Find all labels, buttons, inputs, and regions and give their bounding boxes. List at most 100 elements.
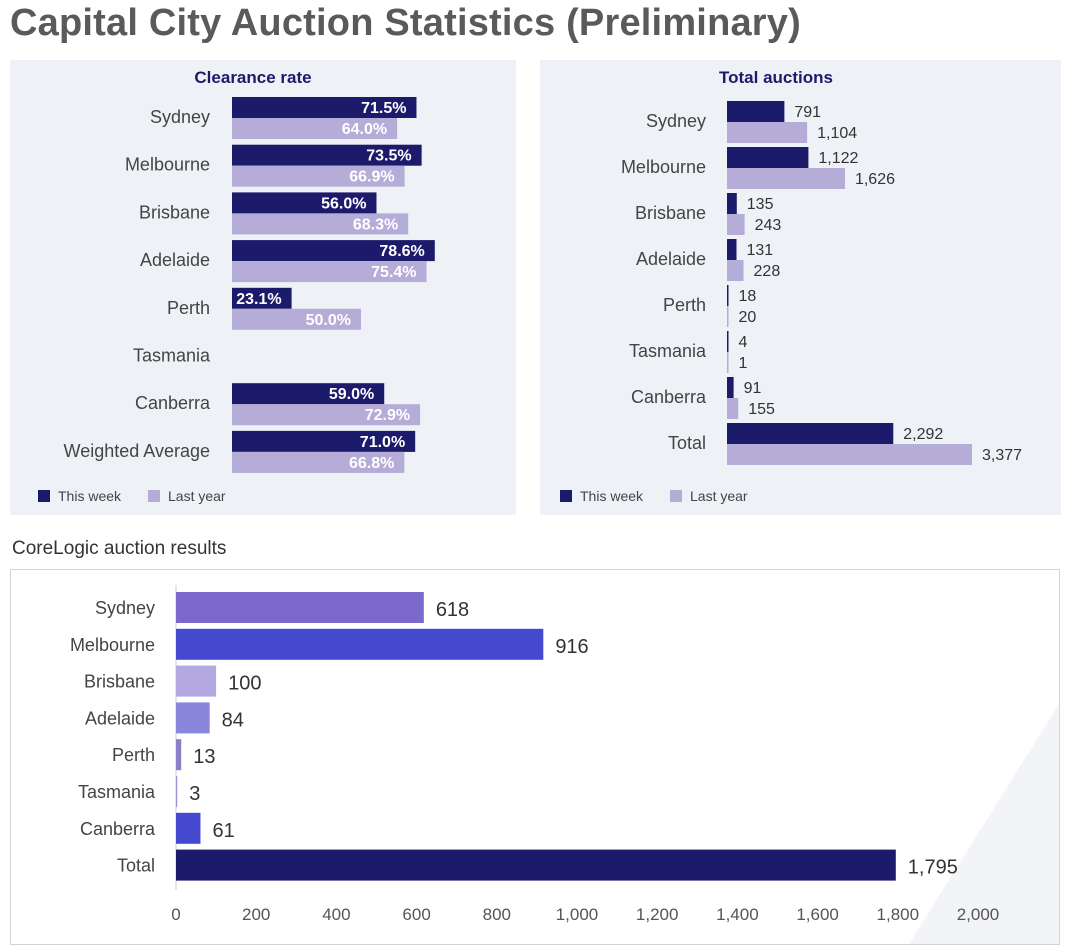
category-label-sydney: Sydney	[646, 111, 706, 131]
bar-this-week-sydney	[232, 97, 417, 118]
value-label-adelaide: 84	[222, 709, 244, 731]
category-label-canberra: Canberra	[80, 819, 156, 839]
value-label-this-week-sydney: 791	[794, 104, 821, 121]
value-label-this-week-weighted-average: 71.0%	[360, 434, 405, 451]
value-label-last-year-canberra: 155	[748, 401, 775, 418]
value-label-last-year-brisbane: 68.3%	[353, 216, 398, 233]
value-label-this-week-sydney: 71.5%	[361, 100, 406, 117]
value-label-last-year-canberra: 72.9%	[365, 407, 410, 424]
value-label-this-week-perth: 18	[739, 288, 757, 305]
value-label-perth: 13	[193, 746, 215, 768]
category-label-melbourne: Melbourne	[621, 157, 706, 177]
category-label-brisbane: Brisbane	[635, 203, 706, 223]
value-label-this-week-melbourne: 1,122	[818, 150, 858, 167]
bar-last-year-canberra	[232, 404, 421, 426]
clearance-rate-panel: Clearance rate Sydney 71.5% 64.0% Melbourne 7…	[10, 60, 516, 515]
value-label-last-year-perth: 50.0%	[306, 312, 351, 329]
total-auctions-panel: Total auctions Sydney 791 1,104 Melbourne 1,1…	[540, 60, 1061, 515]
category-label-tasmania: Tasmania	[629, 341, 707, 361]
legend-label-this-week: This week	[580, 488, 644, 504]
bar-this-week-perth	[727, 285, 729, 306]
category-label-total: Total	[117, 856, 155, 876]
bar-this-week-canberra	[727, 377, 734, 398]
bar-canberra	[176, 812, 201, 844]
bar-sydney	[176, 592, 424, 623]
value-label-brisbane: 100	[228, 673, 261, 695]
bar-adelaide	[176, 702, 210, 734]
bar-last-year-melbourne	[232, 165, 405, 187]
corelogic-results-chart: Sydney 618 Melbourne 916 Brisbane 100 Adelaide…	[70, 585, 1000, 924]
bar-this-week-tasmania	[727, 331, 729, 352]
bar-this-week-melbourne	[727, 147, 809, 168]
legend-swatch-last-year	[148, 490, 160, 502]
value-label-last-year-weighted-average: 66.8%	[349, 455, 394, 472]
clearance-chart-title: Clearance rate	[194, 68, 311, 87]
value-label-last-year-melbourne: 1,626	[855, 171, 895, 188]
category-label-weighted-average: Weighted Average	[64, 441, 210, 461]
value-label-tasmania: 3	[189, 783, 200, 805]
category-label-melbourne: Melbourne	[125, 155, 210, 175]
category-label-brisbane: Brisbane	[84, 672, 155, 692]
bar-this-week-brisbane	[232, 192, 377, 214]
value-label-melbourne: 916	[555, 636, 588, 658]
legend-swatch-this-week	[560, 490, 572, 502]
category-label-tasmania: Tasmania	[133, 346, 211, 366]
bar-brisbane	[176, 665, 217, 697]
bar-last-year-sydney	[232, 118, 398, 139]
total-auctions-chart: Total auctions Sydney 791 1,104 Melbourne 1,1…	[560, 68, 1022, 504]
bar-this-week-weighted-average	[232, 430, 416, 452]
bar-this-week-perth	[232, 287, 292, 309]
value-label-this-week-canberra: 59.0%	[329, 386, 374, 403]
value-label-this-week-brisbane: 56.0%	[321, 195, 366, 212]
category-label-brisbane: Brisbane	[139, 202, 210, 222]
category-label-perth: Perth	[167, 298, 210, 318]
bar-last-year-weighted-average	[232, 451, 405, 473]
category-label-adelaide: Adelaide	[85, 708, 155, 728]
category-label-sydney: Sydney	[150, 107, 210, 127]
category-label-perth: Perth	[112, 745, 155, 765]
bar-melbourne	[176, 628, 544, 660]
value-label-this-week-tasmania: 4	[739, 334, 748, 351]
bar-total	[176, 849, 896, 881]
value-label-canberra: 61	[212, 820, 234, 842]
value-label-last-year-total: 3,377	[982, 447, 1022, 464]
bar-last-year-canberra	[727, 398, 739, 419]
category-label-total: Total	[668, 433, 706, 453]
x-tick-label-200: 200	[242, 905, 270, 924]
bar-last-year-total	[727, 444, 972, 465]
value-label-this-week-adelaide: 78.6%	[379, 243, 424, 260]
bar-this-week-sydney	[727, 101, 785, 122]
decorative-corner	[909, 704, 1059, 944]
x-tick-label-1200: 1,200	[636, 905, 679, 924]
legend-label-last-year: Last year	[168, 488, 226, 504]
value-label-last-year-brisbane: 243	[755, 217, 782, 234]
x-tick-label-0: 0	[171, 905, 180, 924]
bar-this-week-canberra	[232, 383, 385, 405]
bar-last-year-perth	[232, 308, 361, 330]
bar-last-year-sydney	[727, 122, 808, 143]
bar-this-week-melbourne	[232, 144, 422, 166]
category-label-canberra: Canberra	[631, 387, 707, 407]
bar-last-year-perth	[727, 306, 729, 327]
results-section-title: CoreLogic auction results	[12, 538, 227, 559]
value-label-this-week-adelaide: 131	[747, 242, 774, 259]
value-label-this-week-total: 2,292	[903, 426, 943, 443]
x-tick-label-600: 600	[402, 905, 430, 924]
category-label-perth: Perth	[663, 295, 706, 315]
value-label-this-week-canberra: 91	[744, 380, 762, 397]
value-label-this-week-melbourne: 73.5%	[366, 148, 411, 165]
legend-label-last-year: Last year	[690, 488, 748, 504]
bar-this-week-adelaide	[232, 240, 435, 262]
x-tick-label-2000: 2,000	[957, 905, 1000, 924]
value-label-this-week-brisbane: 135	[747, 196, 774, 213]
value-label-last-year-tasmania: 1	[739, 355, 748, 372]
category-label-sydney: Sydney	[95, 598, 155, 618]
category-label-melbourne: Melbourne	[70, 635, 155, 655]
value-label-last-year-sydney: 1,104	[817, 125, 857, 142]
bar-last-year-adelaide	[232, 261, 427, 283]
bar-last-year-melbourne	[727, 168, 845, 189]
category-label-tasmania: Tasmania	[78, 782, 156, 802]
bar-last-year-adelaide	[727, 260, 744, 281]
bar-this-week-adelaide	[727, 239, 737, 260]
category-label-adelaide: Adelaide	[636, 249, 706, 269]
